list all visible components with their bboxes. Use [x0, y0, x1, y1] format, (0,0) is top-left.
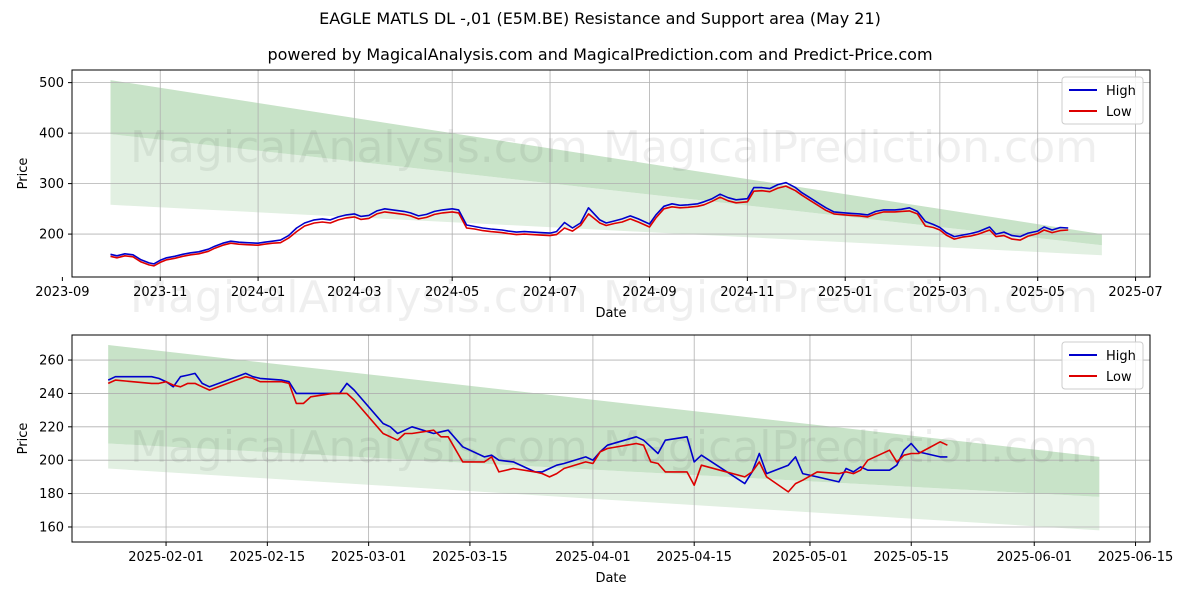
x-tick-label: 2024-11 [720, 285, 774, 300]
legend-label-low: Low [1106, 370, 1132, 385]
chart-1: MagicalAnalysis.com MagicalPrediction.com… [16, 69, 1163, 321]
y-tick-label: 200 [39, 454, 64, 469]
chart-title: EAGLE MATLS DL -,01 (E5M.BE) Resistance … [319, 9, 881, 28]
watermark-text: MagicalAnalysis.com [130, 422, 588, 473]
chart-subtitle: powered by MagicalAnalysis.com and Magic… [267, 45, 933, 64]
x-tick-label: 2024-01 [231, 285, 285, 300]
legend-label-high: High [1106, 349, 1136, 364]
x-tick-label: 2025-07 [1108, 285, 1162, 300]
y-tick-label: 220 [39, 420, 64, 435]
watermark-text: MagicalPrediction.com [603, 422, 1098, 473]
y-tick-label: 400 [39, 127, 64, 142]
x-tick-label: 2024-07 [523, 285, 577, 300]
plot-frame [71, 69, 1151, 278]
plot-area: MagicalAnalysis.com MagicalPrediction.com [72, 335, 1150, 542]
watermark-text: MagicalPrediction.com [603, 122, 1098, 173]
y-tick-label: 500 [39, 76, 64, 91]
x-tick-label: 2025-04-01 [555, 550, 631, 565]
x-tick-label: 2024-03 [327, 285, 381, 300]
y-tick-label: 240 [39, 387, 64, 402]
support-band [110, 134, 1102, 256]
plot-frame [71, 334, 1151, 543]
x-tick-label: 2025-02-01 [128, 550, 204, 565]
y-tick-label: 200 [39, 228, 64, 243]
support-band [108, 443, 1100, 531]
y-tick-label: 300 [39, 177, 64, 192]
watermark-text: MagicalAnalysis.com [130, 122, 588, 173]
x-axis-label: Date [595, 571, 626, 586]
x-tick-label: 2023-09 [35, 285, 89, 300]
resistance-band [108, 345, 1100, 497]
watermark-text: MagicalPrediction.com [603, 272, 1098, 323]
x-tick-label: 2025-03-15 [432, 550, 508, 565]
x-tick-label: 2024-05 [425, 285, 479, 300]
x-tick-label: 2025-03-01 [331, 550, 407, 565]
x-axis-label: Date [595, 306, 626, 321]
y-tick-label: 180 [39, 487, 64, 502]
legend-label-high: High [1106, 84, 1136, 99]
x-tick-label: 2023-11 [133, 285, 187, 300]
chart-2: MagicalAnalysis.com MagicalPrediction.com… [16, 334, 1174, 586]
x-tick-label: 2025-05-15 [873, 550, 949, 565]
watermark-text: MagicalAnalysis.com [130, 272, 588, 323]
y-tick-label: 260 [39, 354, 64, 369]
x-tick-label: 2025-06-01 [996, 550, 1072, 565]
plot-area: MagicalAnalysis.com MagicalPrediction.com [72, 70, 1150, 277]
legend-box [1061, 76, 1144, 125]
x-tick-label: 2025-02-15 [230, 550, 306, 565]
series-line-high [110, 181, 1069, 265]
series-line-low [110, 185, 1069, 267]
y-tick-label: 160 [39, 520, 64, 535]
x-tick-label: 2025-03 [913, 285, 967, 300]
x-tick-label: 2025-06-15 [1098, 550, 1174, 565]
y-axis-label: Price [16, 423, 31, 455]
series-line-low [107, 375, 948, 493]
x-tick-label: 2025-01 [818, 285, 872, 300]
resistance-band [110, 80, 1102, 246]
x-tick-label: 2025-05-01 [772, 550, 848, 565]
x-tick-label: 2024-09 [622, 285, 676, 300]
x-tick-label: 2025-04-15 [656, 550, 732, 565]
x-tick-label: 2025-05 [1011, 285, 1065, 300]
legend-label-low: Low [1106, 105, 1132, 120]
legend-box [1061, 341, 1144, 390]
y-axis-label: Price [16, 158, 31, 190]
